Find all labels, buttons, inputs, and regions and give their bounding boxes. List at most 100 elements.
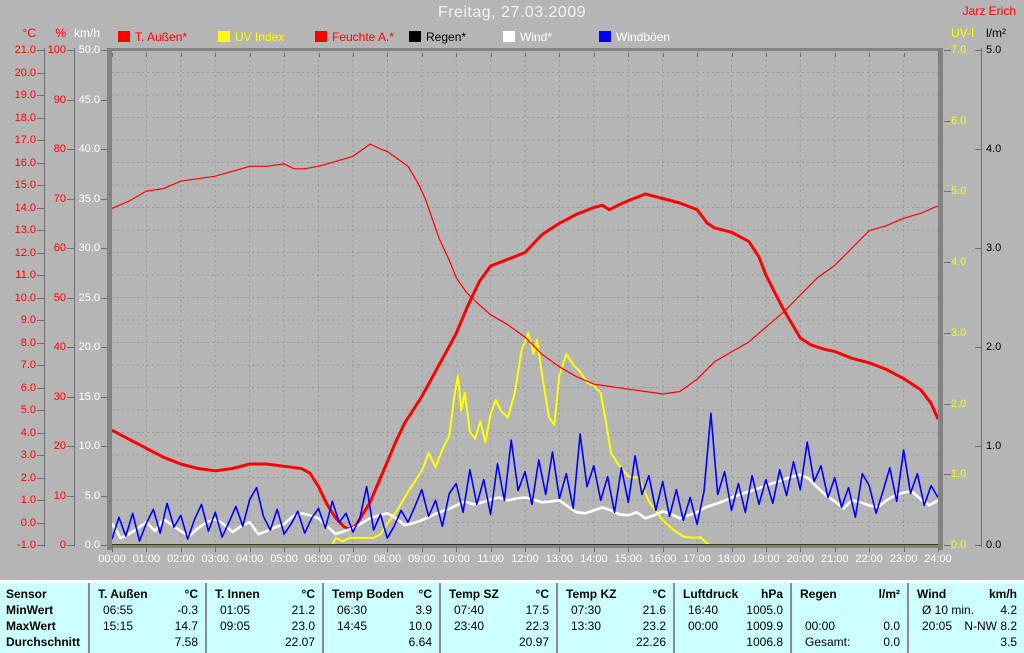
x-axis-tick-top	[215, 53, 217, 57]
table-cell-value: 21.6	[642, 603, 666, 617]
axis-tick-label: 15.0	[14, 179, 36, 191]
table-cell-time: 00:00	[688, 619, 719, 633]
table-row-label: Durchschnitt	[6, 635, 81, 649]
axis-tick-label: 2.0	[986, 341, 1002, 353]
axis-tick	[944, 120, 951, 122]
x-axis-tick-top	[387, 53, 389, 57]
table-row: MaxWert	[0, 618, 88, 634]
table-row: 07:30 21.6	[558, 602, 673, 618]
table-separator-line	[0, 580, 1024, 583]
table-column: Temp KZ °C 07:30 21.6 13:30 23.2 22.26	[556, 583, 673, 653]
x-tick-label: 01:00	[132, 553, 161, 565]
table-column: Sensor MinWert MaxWert Durchschnitt	[0, 583, 88, 653]
table-row: 15:15 14.7	[90, 618, 205, 634]
x-tick-label: 12:00	[511, 553, 539, 565]
axis-tick	[37, 207, 44, 209]
table-row: 07:40 17.5	[441, 602, 556, 618]
axis-tick-label: 17.0	[14, 134, 36, 146]
table-header-unit: °C	[418, 587, 432, 601]
axis-tick	[37, 95, 44, 96]
table-row: 22.07	[207, 634, 322, 650]
axis-tick	[37, 275, 44, 276]
table-cell-time: 20:05	[922, 619, 953, 633]
table-row	[792, 602, 907, 618]
table-column: Temp SZ °C 07:40 17.5 23:40 22.3 20.97	[439, 583, 556, 653]
axis-tick	[37, 50, 44, 51]
x-tick-label: 06:00	[304, 553, 333, 565]
legend-color-swatch	[599, 31, 611, 42]
axis-tick-label: 14.0	[14, 201, 36, 214]
axis-tick	[944, 474, 951, 476]
table-cell-value: 17.5	[525, 603, 549, 617]
axis-tick-label: 0.0	[20, 516, 36, 529]
axis-tick-label: 19.0	[14, 89, 36, 101]
axis-tick-label: 35.0	[78, 192, 100, 205]
axis-tick	[101, 198, 112, 200]
axis-tick-label: 8.0	[20, 336, 36, 349]
table-cell-value: 1009.9	[746, 619, 783, 633]
x-tick-label: 11:00	[477, 553, 504, 565]
table-cell-time	[558, 634, 571, 650]
x-axis-tick-bottom	[938, 547, 939, 552]
x-tick-label: 04:00	[235, 553, 264, 565]
table-row: 00:00 1009.9	[675, 618, 790, 634]
table-cell-time	[441, 634, 454, 650]
axis-tick	[67, 446, 74, 447]
legend-item: Wind*	[503, 30, 552, 44]
axis-tick-label: 7.0	[20, 359, 36, 371]
table-column: Temp Boden °C 06:30 3.9 14:45 10.0 6.64	[322, 583, 439, 653]
table-cell-value: -0.3	[177, 603, 198, 617]
axis-tick-label: 30.0	[78, 242, 100, 254]
x-tick-label: 09:00	[407, 553, 436, 565]
table-column: Wind km/h Ø 10 min. 4.2 20:05 N-NW 8.2 3.5	[907, 583, 1024, 653]
axis-tick	[67, 50, 74, 51]
x-axis-tick-top	[628, 53, 630, 57]
legend-label: Windböen	[616, 30, 671, 44]
x-tick-label: 15:00	[614, 553, 643, 565]
x-axis-tick-top	[284, 53, 286, 57]
x-tick-label: 02:00	[167, 553, 195, 565]
axis-tick-label: 100	[47, 44, 66, 56]
table-header-name: Temp Boden	[332, 587, 404, 601]
x-axis-tick-bottom	[180, 547, 182, 552]
table-header-unit: l/m²	[878, 587, 900, 601]
axis-tick-label: 5.0	[951, 185, 967, 198]
table-header-row: Regen l/m²	[792, 586, 907, 602]
table-cell-value: 22.26	[635, 635, 666, 649]
table-row: 6.64	[324, 634, 439, 650]
x-axis-tick-top	[559, 53, 561, 57]
table-cell-time: 16:40	[688, 603, 719, 617]
axis-tick-label: 10	[53, 489, 66, 502]
table-header-row: Temp Boden °C	[324, 586, 439, 602]
axis-tick	[101, 347, 112, 348]
table-cell-value: 14.7	[174, 619, 198, 633]
axis-tick-label: 2.0	[951, 397, 967, 410]
table-header-name: T. Innen	[215, 587, 260, 601]
legend-color-swatch	[315, 31, 327, 42]
x-axis-tick-bottom	[284, 547, 286, 552]
x-axis-tick-top	[662, 53, 664, 57]
axis-tick	[67, 545, 74, 546]
axis-header: °C	[22, 26, 36, 40]
x-tick-label: 24:00	[924, 553, 952, 565]
axis-tick	[67, 198, 74, 200]
series-wind	[112, 473, 938, 540]
axis-tick	[67, 347, 74, 348]
table-column: Luftdruck hPa 16:40 1005.0 00:00 1009.9 1006.8	[673, 583, 790, 653]
table-cell-value: 22.3	[525, 619, 549, 633]
legend-label: UV Index	[235, 30, 285, 44]
series-windb-en	[112, 412, 938, 542]
axis-tick-label: 10.0	[78, 440, 100, 452]
table-cell-time	[792, 602, 805, 618]
table-cell-value: 23.2	[642, 619, 666, 633]
axis-tick	[101, 396, 112, 398]
table-header-unit: °C	[184, 587, 198, 601]
axis-tick	[37, 500, 44, 501]
table-cell-value: 10.0	[408, 619, 432, 633]
axis-tick-label: 0.0	[986, 539, 1002, 551]
axis-tick	[101, 99, 112, 101]
axis-tick	[975, 248, 981, 249]
x-axis-tick-bottom	[765, 547, 767, 552]
x-tick-label: 13:00	[545, 553, 574, 565]
axis-tick	[37, 365, 44, 366]
